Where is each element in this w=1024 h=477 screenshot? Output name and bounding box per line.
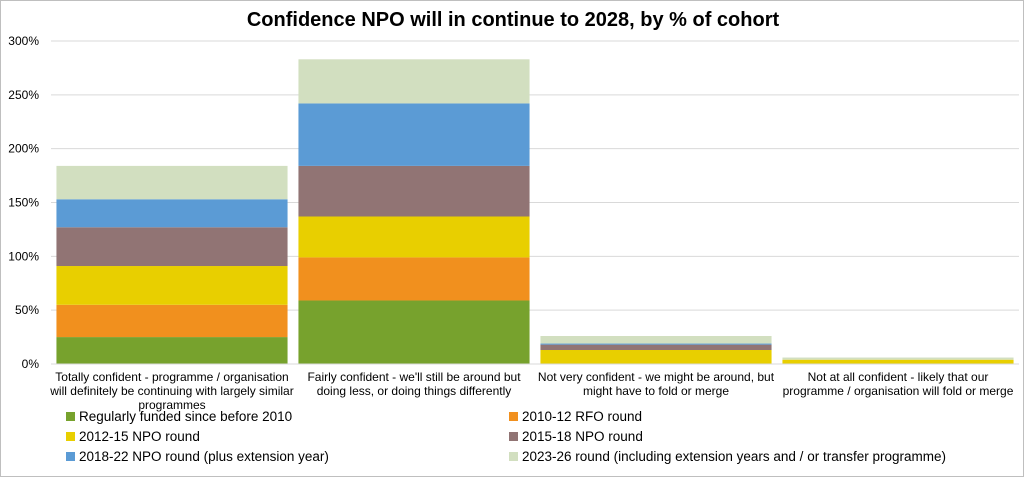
legend-label: 2018-22 NPO round (plus extension year) bbox=[79, 449, 329, 464]
legend-item: 2012-15 NPO round bbox=[66, 429, 200, 444]
legend-swatch bbox=[509, 432, 518, 441]
bar-segment bbox=[56, 304, 288, 338]
legend-label: Regularly funded since before 2010 bbox=[79, 409, 292, 424]
y-tick-label: 300% bbox=[8, 34, 39, 48]
y-tick-label: 150% bbox=[8, 196, 39, 210]
legend-label: 2023-26 round (including extension years… bbox=[522, 449, 946, 464]
bar-segment bbox=[298, 216, 530, 258]
category-label: Not at all confident - likely that our pr… bbox=[783, 370, 1014, 398]
legend-swatch bbox=[66, 412, 75, 421]
bar-segment bbox=[540, 350, 772, 364]
bar-segment bbox=[56, 337, 288, 364]
axes: 0% 50% 100% 150% 200% 250% 300% Totally confide… bbox=[8, 34, 1019, 412]
legend-item: 2023-26 round (including extension years… bbox=[509, 449, 946, 464]
bar-segment bbox=[540, 344, 772, 351]
chart-title: Confidence NPO will in continue to 2028,… bbox=[247, 9, 780, 31]
legend-swatch bbox=[509, 412, 518, 421]
bar-segment bbox=[782, 359, 1014, 364]
bar-segment bbox=[298, 59, 530, 104]
bar-segment bbox=[298, 165, 530, 217]
bar-segment bbox=[540, 343, 772, 345]
legend-swatch bbox=[66, 432, 75, 441]
bar-segment bbox=[298, 257, 530, 301]
legend-item: Regularly funded since before 2010 bbox=[66, 409, 292, 424]
bar-segment bbox=[56, 266, 288, 305]
legend-label: 2012-15 NPO round bbox=[79, 429, 200, 444]
legend-item: 2018-22 NPO round (plus extension year) bbox=[66, 449, 329, 464]
bar-segment bbox=[56, 227, 288, 267]
category-label: Totally confident - programme / organisa… bbox=[49, 370, 293, 412]
legend-swatch bbox=[509, 452, 518, 461]
legend-item: 2015-18 NPO round bbox=[509, 429, 643, 444]
bar-segment bbox=[56, 165, 288, 200]
legend-item: 2010-12 RFO round bbox=[509, 409, 642, 424]
category-label: Fairly confident - we'll still be around… bbox=[307, 370, 521, 398]
bar-segment bbox=[540, 336, 772, 344]
y-tick-label: 200% bbox=[8, 142, 39, 156]
bar-segment bbox=[56, 199, 288, 228]
y-tick-label: 50% bbox=[15, 303, 39, 317]
bar-segment bbox=[298, 300, 530, 364]
legend-label: 2015-18 NPO round bbox=[522, 429, 643, 444]
y-tick-label: 250% bbox=[8, 88, 39, 102]
bar-segment bbox=[298, 103, 530, 166]
legend-swatch bbox=[66, 452, 75, 461]
bar-segment bbox=[782, 357, 1014, 360]
bars bbox=[56, 59, 1014, 364]
y-tick-label: 0% bbox=[22, 357, 40, 371]
legend-label: 2010-12 RFO round bbox=[522, 409, 642, 424]
y-tick-label: 100% bbox=[8, 249, 39, 263]
category-label: Not very confident - we might be around,… bbox=[538, 370, 775, 398]
legend: Regularly funded since before 2010 2010-1… bbox=[66, 409, 946, 464]
